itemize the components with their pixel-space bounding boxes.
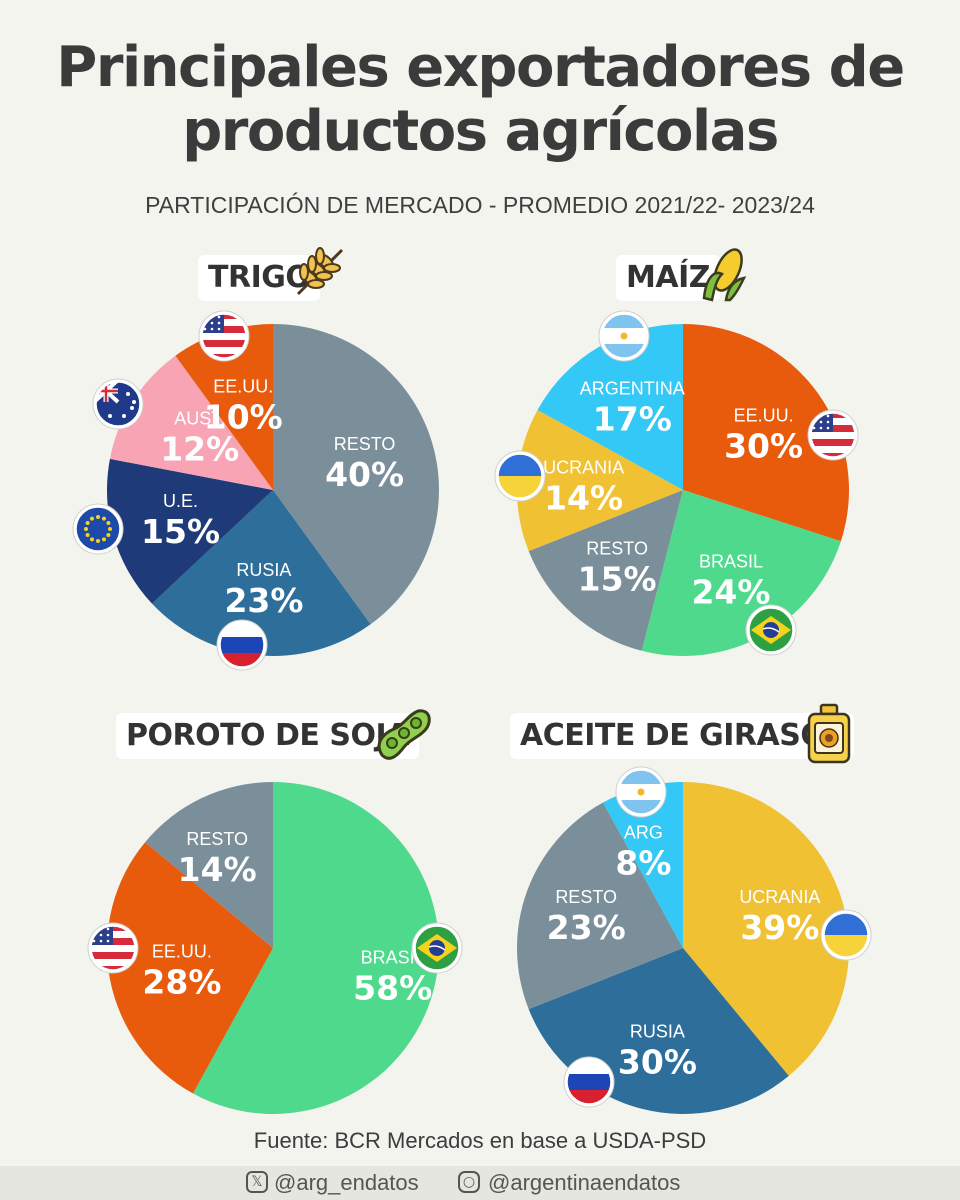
slice-label-eeuu: EE.UU. <box>734 405 794 425</box>
chart-title-girasol: ACEITE DE GIRASOL <box>510 713 854 759</box>
slice-value-resto: 15% <box>578 560 657 599</box>
eu-flag-icon <box>72 503 124 555</box>
pie-slice-ucrania <box>683 782 849 1076</box>
instagram-handle[interactable]: @argentinaendatos <box>488 1170 681 1195</box>
slice-value-eeuu: 10% <box>204 397 283 436</box>
slice-value-resto: 23% <box>547 908 626 947</box>
pie-slice-ue <box>107 458 274 604</box>
slice-label-eeuu: EE.UU. <box>213 376 273 396</box>
slice-value-rusia: 23% <box>224 581 303 620</box>
footer-bar: 𝕏 @arg_endatos ○ @argentinaendatos <box>0 1166 960 1200</box>
australia-flag-icon <box>92 378 144 430</box>
subtitle: PARTICIPACIÓN DE MERCADO - PROMEDIO 2021… <box>145 192 815 218</box>
slice-value-brasil: 24% <box>691 572 770 611</box>
slice-value-rusia: 30% <box>618 1043 697 1082</box>
pie-slice-resto <box>273 324 439 625</box>
slice-value-eeuu: 28% <box>142 962 221 1001</box>
slice-value-argentina: 17% <box>593 399 672 438</box>
chart-title-trigo: TRIGO <box>198 255 321 301</box>
slice-label-resto: RESTO <box>334 434 396 454</box>
slice-value-brasil: 58% <box>353 969 432 1008</box>
slice-label-eeuu: EE.UU. <box>152 941 212 961</box>
ukraine-flag-icon <box>820 909 872 961</box>
title-line-1: Principales exportadores de <box>56 35 905 100</box>
usa-flag-icon <box>198 310 250 362</box>
slice-label-ucrania: UCRANIA <box>543 458 624 478</box>
slice-value-eeuu: 30% <box>724 426 803 465</box>
slice-label-arg: ARG <box>624 822 663 842</box>
pie-slice-resto <box>517 802 683 1010</box>
ukraine-flag-icon <box>494 450 546 502</box>
slice-value-aust: 12% <box>160 429 239 468</box>
slice-value-resto: 14% <box>178 850 257 889</box>
slice-label-brasil: BRASIL <box>699 551 763 571</box>
chart-title-maiz: MAÍZ <box>616 255 720 301</box>
brazil-flag-icon <box>411 922 463 974</box>
slice-label-resto: RESTO <box>586 539 648 559</box>
usa-flag-icon <box>87 922 139 974</box>
slice-label-resto: RESTO <box>186 829 248 849</box>
sunflower-oil-bottle-icon <box>807 703 851 764</box>
pie-slice-eeuu <box>175 324 273 490</box>
slice-value-ue: 15% <box>141 512 220 551</box>
usa-flag-icon <box>807 409 859 461</box>
pie-slice-resto <box>145 782 273 948</box>
pie-slice-brasil <box>193 782 439 1114</box>
pie-slice-eeuu <box>106 842 273 1094</box>
pie-slice-aust <box>109 355 274 490</box>
pie-slice-resto <box>528 490 683 651</box>
slice-label-ucrania: UCRANIA <box>739 887 820 907</box>
russia-flag-icon <box>563 1056 615 1108</box>
chart-title-soja: POROTO DE SOJA <box>116 713 419 759</box>
slice-label-rusia: RUSIA <box>236 560 291 580</box>
argentina-flag-icon <box>598 310 650 362</box>
corn-icon <box>702 248 747 302</box>
slice-label-argentina: ARGENTINA <box>580 378 685 398</box>
pie-slice-argentina <box>537 324 683 490</box>
soybean-icon <box>377 709 431 760</box>
instagram-icon[interactable]: ○ <box>458 1171 480 1193</box>
slice-value-ucrania: 39% <box>740 908 819 947</box>
x-logo-icon[interactable]: 𝕏 <box>246 1171 268 1193</box>
twitter-handle[interactable]: @arg_endatos <box>274 1170 419 1195</box>
pie-slice-arg <box>603 782 683 948</box>
title-line-2: productos agrícolas <box>182 99 779 164</box>
slice-value-resto: 40% <box>325 455 404 494</box>
page-title: Principales exportadores de productos ag… <box>0 36 960 164</box>
pie-slice-rusia <box>151 490 371 656</box>
slice-value-arg: 8% <box>615 843 671 882</box>
brazil-flag-icon <box>745 604 797 656</box>
argentina-flag-icon <box>615 766 667 818</box>
source-note: Fuente: BCR Mercados en base a USDA-PSD <box>253 1128 707 1153</box>
pie-slice-eeuu <box>683 324 849 542</box>
slice-value-ucrania: 14% <box>544 479 623 518</box>
slice-label-aust: AUST. <box>174 408 225 428</box>
slice-label-brasil: BRASIL <box>361 948 425 968</box>
slice-label-resto: RESTO <box>555 887 617 907</box>
slice-label-rusia: RUSIA <box>630 1022 685 1042</box>
slice-label-ue: U.E. <box>163 491 198 511</box>
pie-slice-ucrania <box>517 410 683 552</box>
wheat-icon <box>296 247 344 296</box>
russia-flag-icon <box>216 619 268 671</box>
